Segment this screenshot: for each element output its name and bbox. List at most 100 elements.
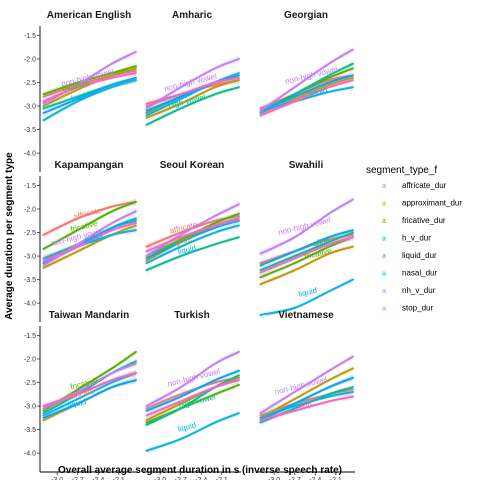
x-tick-label: -2.7: [175, 477, 187, 480]
curve-label: liquid: [67, 397, 87, 410]
y-tick-label: -3.5: [24, 427, 36, 434]
y-tick-label: -1.5: [24, 183, 36, 190]
y-tick-label: -4.0: [24, 451, 36, 458]
series-line-stop_dur: [42, 372, 137, 408]
x-tick-label: -2.4: [195, 477, 207, 480]
series-line-fricative_dur: [42, 65, 137, 96]
y-tick-label: -2.5: [24, 380, 36, 387]
legend: segment_type_fa affricate_dura approximant…: [366, 165, 462, 313]
series-line-nh_v_dur: [42, 210, 137, 267]
x-tick-label: -2.4: [309, 477, 321, 480]
series-line-liquid_dur: [145, 72, 240, 117]
legend-key: a: [382, 271, 386, 278]
series-line-stop_dur: [145, 76, 240, 108]
y-tick-label: -3.0: [24, 104, 36, 111]
series-line-nasal_dur: [42, 76, 137, 115]
confidence-band-nh_v_dur: [260, 196, 353, 257]
curve-label: glide: [174, 234, 193, 247]
series-line-affricate_dur: [42, 200, 137, 236]
legend-label: nh_v_dur: [402, 286, 436, 295]
series-line-stop_dur: [42, 72, 137, 103]
facet-title: Vietnamese: [278, 310, 334, 321]
y-tick-label: -3.5: [24, 277, 36, 284]
legend-label: liquid_dur: [402, 251, 437, 260]
y-tick-label: -3.0: [24, 254, 36, 261]
series-line-liquid_dur: [259, 86, 354, 112]
x-axis-title: Overall average segment duration in s (i…: [58, 465, 342, 476]
curve-label: stop: [296, 400, 313, 413]
facet-title: Amharic: [172, 10, 212, 21]
y-tick-label: -2.5: [24, 230, 36, 237]
series-line-affricate_dur: [42, 69, 137, 98]
confidence-band-affricate_dur: [146, 374, 239, 412]
x-tick-label: -2.1: [113, 477, 125, 480]
legend-label: affricate_dur: [402, 181, 447, 190]
legend-key: a: [382, 218, 386, 225]
series-line-liquid_dur: [259, 278, 354, 316]
curve-label: glide: [312, 235, 331, 248]
series-line-liquid_dur: [42, 229, 137, 260]
curve-label: liquid: [177, 243, 197, 256]
series-line-nasal_dur: [145, 219, 240, 260]
curve-label: liquid: [177, 421, 197, 434]
x-tick-label: -2.7: [289, 477, 301, 480]
series-line-h_v_dur: [145, 236, 240, 272]
curve-label: liquid: [308, 85, 328, 98]
facet-title: Taiwan Mandarin: [49, 310, 129, 321]
confidence-band-h_v_dur: [146, 84, 239, 129]
y-tick-label: -3.5: [24, 127, 36, 134]
series-line-nasal_dur: [259, 74, 354, 112]
confidence-band-fricative_dur: [43, 62, 136, 98]
y-tick-label: -4.0: [24, 301, 36, 308]
legend-key: a: [382, 236, 386, 243]
confidence-band-liquid_dur: [43, 76, 136, 124]
y-axis-title: Average duration per segment type: [4, 152, 15, 320]
series-line-h_v_dur: [42, 79, 137, 110]
series-line-h_v_dur: [145, 374, 240, 426]
y-tick-label: -2.0: [24, 356, 36, 363]
series-line-nasal_dur: [145, 369, 240, 412]
y-tick-label: -1.5: [24, 333, 36, 340]
series-line-fricative_dur: [42, 200, 137, 250]
series-line-approximant_dur: [145, 79, 240, 119]
legend-label: nasal_dur: [402, 269, 437, 278]
series-line-stop_dur: [145, 217, 240, 253]
legend-key: a: [382, 253, 386, 260]
facet-panel: Taiwan Mandarinfricativeaffricateliquid-…: [24, 310, 138, 480]
y-tick-label: -2.5: [24, 80, 36, 87]
curve-label: non-high vowel: [167, 367, 222, 389]
series-line-stop_dur: [259, 236, 354, 274]
series-line-h_v_dur: [42, 360, 137, 415]
confidence-band-approximant_dur: [43, 376, 136, 424]
series-line-nasal_dur: [259, 376, 354, 422]
legend-key: a: [382, 201, 386, 208]
y-tick-label: -2.0: [24, 56, 36, 63]
x-tick-label: -2.1: [330, 477, 342, 480]
facet-title: American English: [47, 10, 131, 21]
series-line-nasal_dur: [259, 229, 354, 267]
series-line-stop_dur: [42, 222, 137, 262]
curve-label: non-high vowel: [277, 215, 332, 237]
series-line-nh_v_dur: [259, 355, 354, 415]
curve-label: liquid: [84, 233, 104, 246]
legend-title: segment_type_f: [366, 165, 437, 176]
x-tick-label: -2.7: [72, 477, 84, 480]
confidence-band-approximant_dur: [43, 65, 136, 110]
x-tick-label: -3.0: [154, 477, 166, 480]
curve-label: liquid: [70, 90, 90, 103]
series-line-stop_dur: [259, 79, 354, 117]
series-line-nh_v_dur: [145, 57, 240, 110]
series-line-liquid_dur: [145, 412, 240, 452]
legend-label: h_v_dur: [402, 234, 431, 243]
x-tick-label: -2.4: [92, 477, 104, 480]
y-tick-label: -3.0: [24, 404, 36, 411]
x-tick-label: -3.0: [268, 477, 280, 480]
